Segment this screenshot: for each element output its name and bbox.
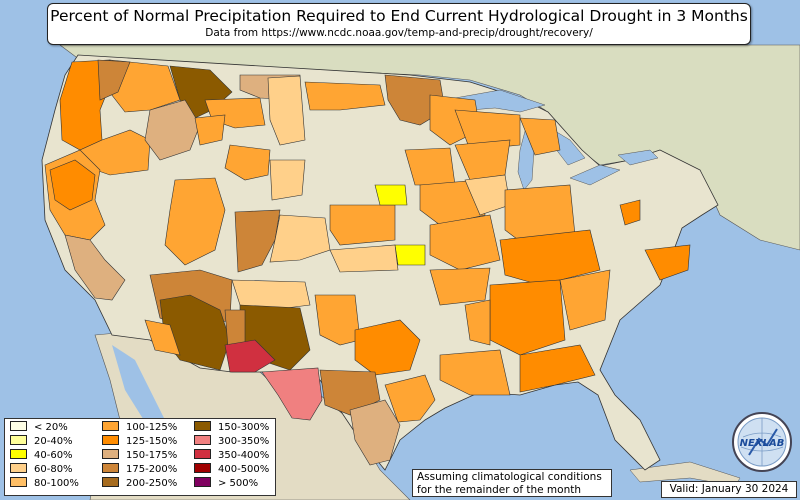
map-title: Percent of Normal Precipitation Required… [50, 7, 748, 25]
map-subtitle: Data from https://www.ncdc.noaa.gov/temp… [205, 27, 593, 39]
legend-item: 60-80% [10, 463, 73, 476]
nexlab-logo: NEXLAB [732, 412, 792, 472]
legend: < 20% 20-40% 40-60% 60-80% 80-100% 100-1… [4, 418, 276, 496]
legend-item: 125-150% [102, 435, 177, 448]
legend-swatch [102, 421, 119, 431]
legend-item: 200-250% [102, 477, 177, 490]
legend-item: 150-300% [194, 421, 269, 434]
legend-swatch [102, 463, 119, 473]
legend-item: 300-350% [194, 435, 269, 448]
legend-item: 400-500% [194, 463, 269, 476]
legend-swatch [10, 477, 27, 487]
legend-item: 100-125% [102, 421, 177, 434]
assumption-note: Assuming climatological conditions for t… [412, 469, 612, 497]
canada-landmass [59, 44, 800, 251]
legend-item: > 500% [194, 477, 258, 490]
valid-date: Valid: January 30 2024 [661, 481, 797, 498]
title-box: Percent of Normal Precipitation Required… [47, 3, 751, 45]
legend-swatch [102, 449, 119, 459]
legend-item: 40-60% [10, 449, 73, 462]
legend-swatch [10, 421, 27, 431]
legend-swatch [102, 477, 119, 487]
legend-swatch [194, 421, 211, 431]
legend-swatch [10, 435, 27, 445]
legend-swatch [10, 449, 27, 459]
legend-swatch [194, 449, 211, 459]
legend-item: 175-200% [102, 463, 177, 476]
svg-text:NEXLAB: NEXLAB [740, 438, 785, 449]
legend-swatch [102, 435, 119, 445]
legend-swatch [194, 477, 211, 487]
legend-item: 350-400% [194, 449, 269, 462]
legend-swatch [194, 463, 211, 473]
legend-item: 80-100% [10, 477, 79, 490]
legend-item: 20-40% [10, 435, 73, 448]
legend-swatch [10, 463, 27, 473]
legend-item: 150-175% [102, 449, 177, 462]
legend-item: < 20% [10, 421, 68, 434]
legend-swatch [194, 435, 211, 445]
